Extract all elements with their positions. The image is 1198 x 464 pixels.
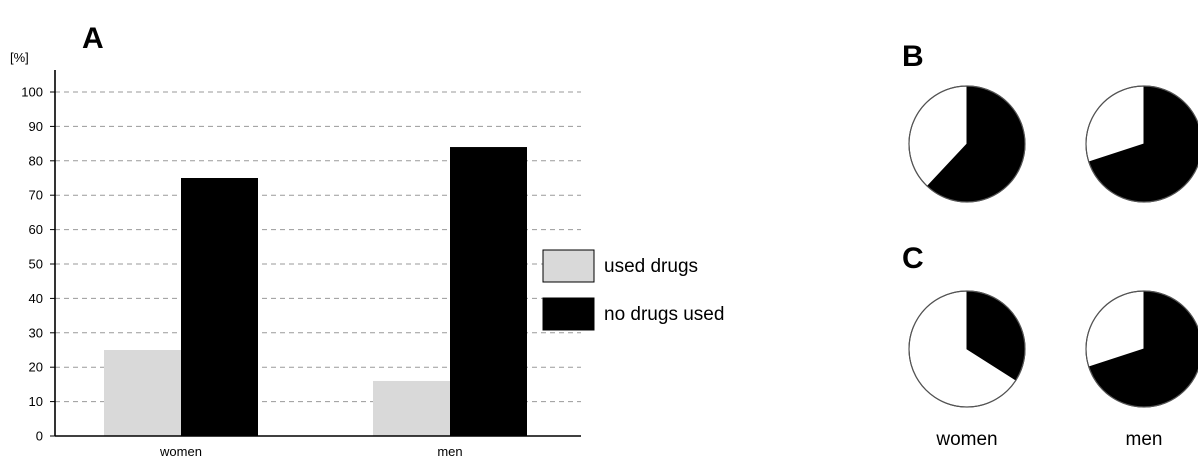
pie-c-women-outline	[908, 290, 1026, 408]
y-tick-label: 10	[29, 394, 43, 409]
x-category-label: women	[159, 444, 202, 459]
y-tick-label: 20	[29, 360, 43, 375]
bar-men-used-drugs	[373, 380, 450, 436]
legend: used drugs no drugs used	[542, 249, 724, 331]
grid-lines	[55, 91, 581, 403]
x-category-label: men	[437, 444, 462, 459]
pie-c-men	[1085, 290, 1198, 408]
pie-b-women	[908, 85, 1026, 203]
bars	[104, 147, 527, 437]
pie-category-label-women: women	[935, 429, 997, 450]
panel-b-letter: B	[902, 40, 924, 73]
y-axis-unit-label: [%]	[10, 50, 29, 65]
pie-chart-panel-b: B	[902, 40, 1198, 203]
pie-b-men-outline	[1085, 85, 1198, 203]
y-tick-label: 30	[29, 325, 43, 340]
y-tick-label: 100	[21, 85, 43, 100]
y-tick-label: 40	[29, 291, 43, 306]
y-tick-label: 0	[36, 429, 43, 444]
legend-label-no-drugs-used: no drugs used	[604, 304, 724, 325]
panel-a-letter: A	[82, 22, 104, 55]
pie-c-women	[908, 290, 1026, 408]
y-tick-label: 50	[29, 257, 43, 272]
y-axis-ticks: 0 10 20 30 40 50 60 70 80 90 100	[21, 85, 55, 444]
bar-men-no-drugs-used	[450, 147, 527, 437]
pie-chart-panel-c: C women men	[902, 242, 1198, 450]
y-tick-label: 90	[29, 119, 43, 134]
y-tick-label: 60	[29, 222, 43, 237]
pies-c	[908, 290, 1198, 408]
x-axis-category-labels: women men	[159, 444, 463, 459]
legend-swatch-no-drugs-used	[542, 297, 595, 331]
pie-b-men	[1085, 85, 1198, 203]
y-tick-label: 70	[29, 188, 43, 203]
bar-women-used-drugs	[104, 350, 181, 436]
legend-swatch-used-drugs	[542, 249, 595, 283]
pie-c-men-outline	[1085, 290, 1198, 408]
pie-category-label-men: men	[1126, 429, 1163, 450]
pie-category-labels: women men	[935, 429, 1162, 450]
pies-b	[908, 85, 1198, 203]
y-tick-label: 80	[29, 153, 43, 168]
panel-c-letter: C	[902, 242, 924, 275]
legend-label-used-drugs: used drugs	[604, 256, 698, 277]
bar-chart-panel-a: A [%] 0 10 20 30 40 50 60 70 80 90 100 women men us…	[10, 22, 724, 459]
pie-b-women-outline	[908, 85, 1026, 203]
bar-women-no-drugs-used	[181, 178, 258, 436]
